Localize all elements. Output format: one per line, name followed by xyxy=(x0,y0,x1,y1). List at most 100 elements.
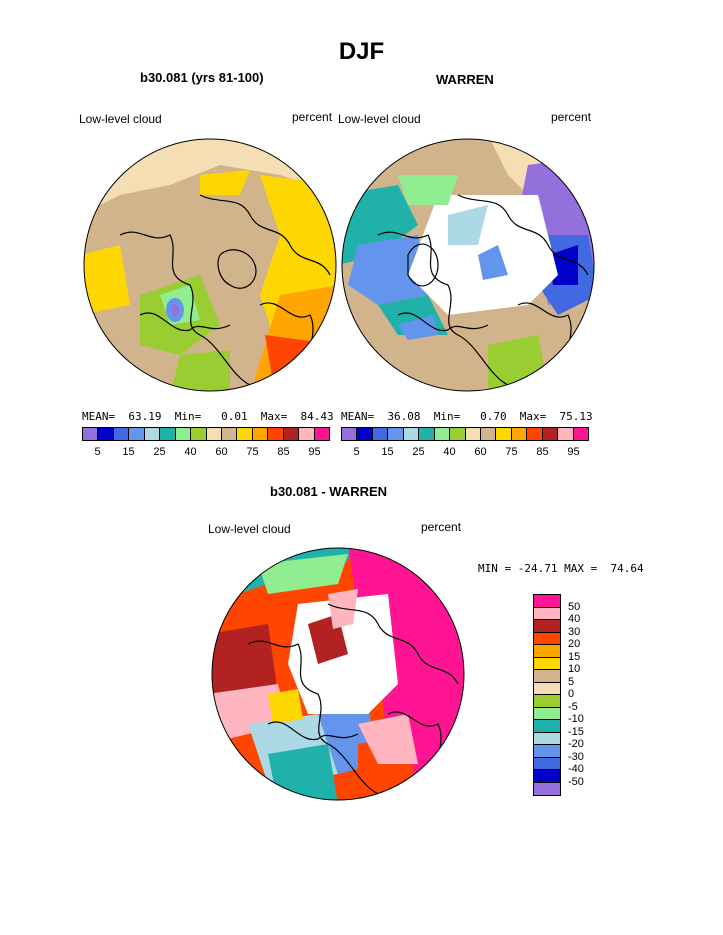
panel2-map-fill xyxy=(342,139,594,391)
colorbar-swatch xyxy=(534,770,560,783)
colorbar-tick-label: -20 xyxy=(568,738,584,750)
colorbar-swatch xyxy=(534,645,560,658)
colorbar-swatch xyxy=(542,428,559,440)
colorbar-swatch xyxy=(342,428,358,440)
colorbar-tick-label: 15 xyxy=(568,650,581,663)
panel1-map-border xyxy=(83,138,337,392)
panel3-map-border xyxy=(211,547,465,801)
colorbar-tick-label: 95 xyxy=(308,446,321,458)
colorbar-swatch xyxy=(534,670,560,683)
colorbar-swatch xyxy=(496,428,512,440)
panel1-stats: MEAN= 63.19 Min= 0.01 Max= 84.43 xyxy=(82,410,334,423)
colorbar-swatch xyxy=(450,428,466,440)
colorbar-swatch xyxy=(534,620,560,633)
colorbar-tick-label: 0 xyxy=(568,688,575,700)
colorbar-swatch xyxy=(534,607,560,620)
colorbar-tick-label: -15 xyxy=(568,725,584,738)
colorbar-swatch xyxy=(283,428,300,440)
colorbar-swatch xyxy=(434,428,451,440)
colorbar-tick-label: 40 xyxy=(184,446,197,458)
colorbar-swatch xyxy=(534,657,560,670)
colorbar-swatch xyxy=(357,428,373,440)
panel1-coastlines xyxy=(119,194,331,386)
colorbar-tick-label: 5 xyxy=(568,675,575,688)
colorbar-tick-label: 15 xyxy=(122,446,135,458)
colorbar-swatch xyxy=(388,428,404,440)
panel3-units-label: percent xyxy=(421,520,462,534)
colorbar-swatch xyxy=(160,428,176,440)
colorbar-swatch xyxy=(252,428,269,440)
colorbar-swatch xyxy=(534,707,560,720)
colorbar-swatch xyxy=(237,428,253,440)
panel2-colorbar xyxy=(341,427,589,441)
colorbar-swatch xyxy=(206,428,222,440)
colorbar-swatch xyxy=(372,428,389,440)
colorbar-swatch xyxy=(465,428,481,440)
panel2-stats: MEAN= 36.08 Min= 0.70 Max= 75.13 xyxy=(341,410,593,423)
colorbar-swatch xyxy=(527,428,543,440)
panel2-colorbar-ticks: 5 15 25 40 60 75 85 95 xyxy=(341,446,589,460)
colorbar-tick-label: 10 xyxy=(568,663,581,675)
colorbar-tick-label: -40 xyxy=(568,763,584,775)
colorbar-tick-label: 25 xyxy=(412,446,425,458)
colorbar-tick-label: 5 xyxy=(353,446,360,458)
colorbar-swatch xyxy=(534,732,560,745)
colorbar-swatch xyxy=(419,428,435,440)
colorbar-tick-label: 60 xyxy=(474,446,487,458)
colorbar-swatch xyxy=(534,595,560,608)
colorbar-tick-label: 30 xyxy=(568,625,581,638)
panel1-polar-map xyxy=(83,138,337,392)
colorbar-tick-label: 85 xyxy=(277,446,290,458)
colorbar-swatch xyxy=(191,428,207,440)
colorbar-swatch xyxy=(534,695,560,708)
panel1-subtitle: b30.081 (yrs 81-100) xyxy=(140,70,264,85)
panel1-colorbar-ticks: 5 15 25 40 60 75 85 95 xyxy=(82,446,330,460)
colorbar-swatch xyxy=(144,428,161,440)
colorbar-tick-label: 75 xyxy=(505,446,518,458)
panel3-coastlines xyxy=(247,603,459,795)
colorbar-swatch xyxy=(268,428,284,440)
panel1-variable-label: Low-level cloud xyxy=(79,112,162,126)
colorbar-swatch xyxy=(511,428,528,440)
panel2-polar-map xyxy=(341,138,595,392)
colorbar-swatch xyxy=(573,428,588,440)
panel3-stats: MIN = -24.71 MAX = 74.64 xyxy=(478,562,644,575)
panel1-colorbar xyxy=(82,427,330,441)
colorbar-swatch xyxy=(299,428,315,440)
colorbar-tick-label: 40 xyxy=(443,446,456,458)
colorbar-swatch xyxy=(83,428,99,440)
colorbar-tick-label: 75 xyxy=(246,446,259,458)
panel3-polar-map xyxy=(211,547,465,801)
colorbar-tick-label: 50 xyxy=(568,600,581,613)
panel2-subtitle: WARREN xyxy=(436,72,494,87)
colorbar-swatch xyxy=(314,428,329,440)
colorbar-tick-label: -10 xyxy=(568,713,584,725)
panel3-map-fill xyxy=(212,548,464,800)
colorbar-tick-label: 40 xyxy=(568,613,581,625)
colorbar-swatch xyxy=(480,428,497,440)
panel3-subtitle: b30.081 - WARREN xyxy=(270,484,388,499)
colorbar-swatch xyxy=(534,745,560,758)
colorbar-tick-label: 20 xyxy=(568,638,581,650)
colorbar-swatch xyxy=(221,428,238,440)
colorbar-swatch xyxy=(534,782,560,795)
panel2-units-label: percent xyxy=(551,110,592,124)
panel2-variable-label: Low-level cloud xyxy=(338,112,421,126)
panel3-variable-label: Low-level cloud xyxy=(208,522,291,536)
colorbar-swatch xyxy=(534,682,560,695)
colorbar-swatch xyxy=(175,428,192,440)
colorbar-tick-label: 15 xyxy=(381,446,394,458)
colorbar-swatch xyxy=(534,757,560,770)
colorbar-tick-label: 5 xyxy=(94,446,101,458)
panel2-map-border xyxy=(341,138,595,392)
colorbar-tick-label: -30 xyxy=(568,750,584,763)
colorbar-swatch xyxy=(534,720,560,733)
colorbar-swatch xyxy=(98,428,114,440)
colorbar-tick-label: 25 xyxy=(153,446,166,458)
colorbar-swatch xyxy=(113,428,130,440)
colorbar-tick-label: 95 xyxy=(567,446,580,458)
panel3-colorbar xyxy=(533,594,561,796)
colorbar-swatch xyxy=(129,428,145,440)
colorbar-swatch xyxy=(534,632,560,645)
panel1-map-fill xyxy=(84,139,336,391)
